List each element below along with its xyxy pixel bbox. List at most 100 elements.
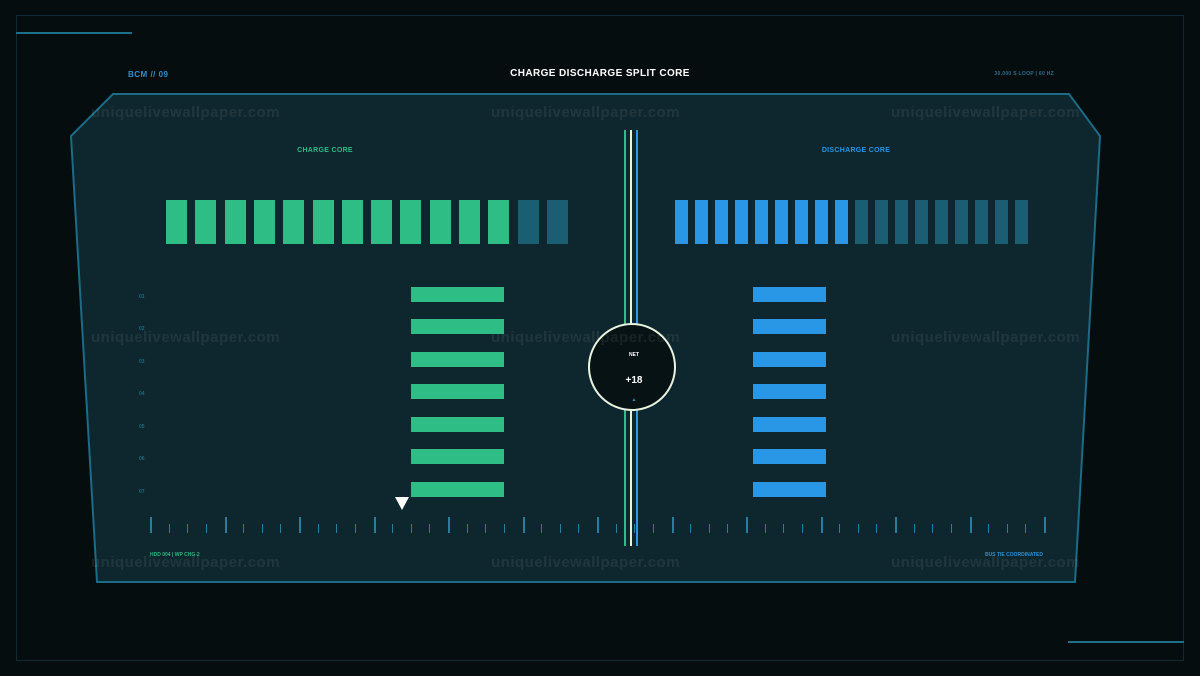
charge-segment <box>224 200 246 244</box>
discharge-row-bar <box>753 417 826 432</box>
timeline-tick <box>634 524 635 533</box>
charge-row-bar <box>411 287 504 302</box>
timeline-tick <box>280 524 281 533</box>
discharge-row-bar <box>753 482 826 497</box>
watermark: uniquelivewallpaper.com <box>491 554 681 571</box>
charge-segment <box>429 200 451 244</box>
net-value: +18 <box>625 375 643 386</box>
discharge-segment <box>775 200 788 244</box>
charge-segment <box>283 200 305 244</box>
discharge-segment <box>715 200 728 244</box>
discharge-row-bar <box>753 287 826 302</box>
timeline-tick <box>616 524 617 533</box>
timeline-tick <box>746 517 748 533</box>
timeline-tick <box>392 524 393 533</box>
row-label: 06 <box>139 456 145 462</box>
watermark: uniquelivewallpaper.com <box>891 104 1081 121</box>
timeline-tick <box>765 524 766 533</box>
discharge-row-bar <box>753 384 826 399</box>
timeline-tick <box>895 517 897 533</box>
timeline-tick <box>243 524 244 533</box>
timeline-tick <box>448 517 450 533</box>
discharge-segment <box>735 200 748 244</box>
timeline-tick <box>876 524 877 533</box>
timeline-tick <box>988 524 989 533</box>
charge-segment <box>546 200 568 244</box>
footer-status-left: HDD 004 | WP CHG-2 <box>150 552 200 558</box>
up-arrow-icon: ▲ <box>631 397 637 403</box>
charge-segment <box>312 200 334 244</box>
charge-segment <box>400 200 422 244</box>
charge-segment <box>459 200 480 244</box>
row-label: 02 <box>139 326 145 332</box>
row-label: 05 <box>139 424 145 430</box>
discharge-segment <box>915 200 928 244</box>
charge-row-bar <box>411 449 504 464</box>
discharge-segment <box>695 200 708 244</box>
row-label: 07 <box>139 489 145 495</box>
timeline-tick <box>374 517 376 533</box>
corner-accent-bottom-right <box>1068 641 1184 643</box>
timeline-tick <box>187 524 188 533</box>
timeline-tick <box>318 524 319 533</box>
timeline-tick <box>839 524 840 533</box>
loop-info: 30,000 S LOOP | 60 HZ <box>994 71 1054 77</box>
watermark: uniquelivewallpaper.com <box>91 554 281 571</box>
charge-segment <box>195 200 217 244</box>
charge-row-bar <box>411 482 504 497</box>
timeline-tick <box>578 524 579 533</box>
timeline-tick <box>225 517 227 533</box>
footer-status-right: BUS TIE COORDINATED <box>985 552 1043 558</box>
charge-segment <box>166 200 187 244</box>
discharge-core-title: DISCHARGE CORE <box>821 147 891 154</box>
timeline-tick <box>821 517 823 533</box>
timeline-tick <box>858 524 859 533</box>
watermark: uniquelivewallpaper.com <box>491 104 681 121</box>
discharge-segment <box>895 200 908 244</box>
timeline-tick <box>802 524 803 533</box>
charge-core-meter <box>166 200 568 244</box>
page-title: CHARGE DISCHARGE SPLIT CORE <box>510 68 690 79</box>
timeline-tick <box>262 524 263 533</box>
timeline-tick <box>653 524 654 533</box>
charge-segment <box>488 200 510 244</box>
timeline-tick <box>709 524 710 533</box>
discharge-segment <box>1015 200 1028 244</box>
discharge-row-bar <box>753 449 826 464</box>
timeline-tick <box>206 524 207 533</box>
timeline-tick <box>783 524 784 533</box>
timeline-tick <box>541 524 542 533</box>
net-label: NET <box>629 352 639 358</box>
discharge-segment <box>675 200 688 244</box>
charge-core-title: CHARGE CORE <box>297 147 353 154</box>
timeline-tick <box>485 524 486 533</box>
discharge-row-bar <box>753 319 826 334</box>
discharge-core-meter <box>675 200 1029 244</box>
charge-segment <box>341 200 363 244</box>
timeline-tick <box>336 524 337 533</box>
outer-frame <box>16 15 1184 661</box>
charge-segment <box>517 200 539 244</box>
timeline-tick <box>504 524 505 533</box>
timeline-tick <box>914 524 915 533</box>
timeline-tick <box>690 524 691 533</box>
watermark: uniquelivewallpaper.com <box>91 329 281 346</box>
discharge-segment <box>995 200 1008 244</box>
timeline-tick <box>523 517 525 533</box>
charge-row-bar <box>411 417 504 432</box>
timeline-tick <box>1007 524 1008 533</box>
timeline-tick <box>467 524 468 533</box>
timeline-tick <box>169 524 170 533</box>
charge-segment <box>253 200 275 244</box>
discharge-segment <box>955 200 968 244</box>
timeline-tick <box>355 524 356 533</box>
row-label: 01 <box>139 294 145 300</box>
timeline-tick <box>429 524 430 533</box>
discharge-segment <box>755 200 768 244</box>
watermark: uniquelivewallpaper.com <box>91 104 281 121</box>
watermark: uniquelivewallpaper.com <box>491 329 681 346</box>
row-label: 04 <box>139 391 145 397</box>
discharge-segment <box>935 200 948 244</box>
timeline-tick <box>411 524 412 533</box>
timeline-tick <box>560 524 561 533</box>
